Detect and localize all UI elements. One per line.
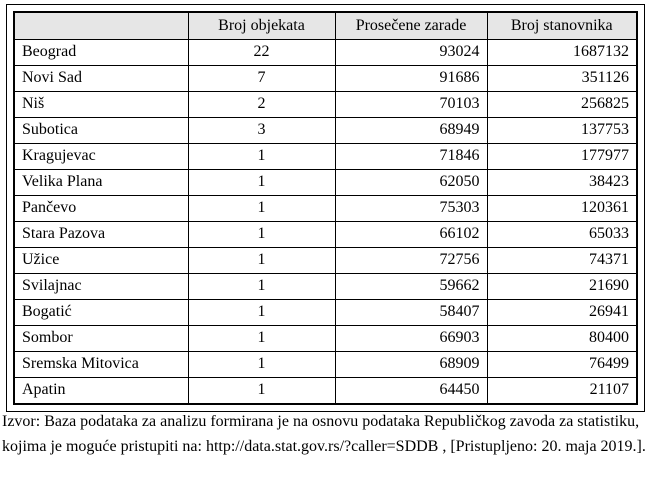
table-row: Subotica 3 68949 137753	[13, 117, 638, 144]
cell-broj-objekata: 22	[187, 39, 336, 66]
cell-city: Sremska Mitovica	[13, 351, 189, 378]
cell-city: Apatin	[13, 377, 189, 405]
cell-broj-objekata: 1	[187, 195, 336, 222]
table-row: Novi Sad 7 91686 351126	[13, 65, 638, 92]
cell-broj-stanovnika: 177977	[486, 143, 638, 170]
cell-city: Sombor	[13, 325, 189, 352]
cell-broj-stanovnika: 1687132	[486, 39, 638, 66]
cell-broj-stanovnika: 120361	[486, 195, 638, 222]
cell-prosecene-zarade: 70103	[334, 91, 488, 118]
table-row: Svilajnac 1 59662 21690	[13, 273, 638, 300]
cell-broj-stanovnika: 26941	[486, 299, 638, 326]
cell-prosecene-zarade: 91686	[334, 65, 488, 92]
cell-broj-objekata: 1	[187, 325, 336, 352]
cell-broj-objekata: 2	[187, 91, 336, 118]
table-row: Stara Pazova 1 66102 65033	[13, 221, 638, 248]
table-row: Sombor 1 66903 80400	[13, 325, 638, 352]
cell-prosecene-zarade: 62050	[334, 169, 488, 196]
cell-city: Kragujevac	[13, 143, 189, 170]
cell-broj-stanovnika: 21107	[486, 377, 638, 405]
table-row: Apatin 1 64450 21107	[13, 377, 638, 405]
cell-broj-objekata: 1	[187, 273, 336, 300]
cell-prosecene-zarade: 75303	[334, 195, 488, 222]
cell-prosecene-zarade: 68949	[334, 117, 488, 144]
cell-broj-stanovnika: 38423	[486, 169, 638, 196]
cell-broj-objekata: 1	[187, 247, 336, 274]
cell-broj-stanovnika: 21690	[486, 273, 638, 300]
cell-broj-stanovnika: 76499	[486, 351, 638, 378]
cell-prosecene-zarade: 64450	[334, 377, 488, 405]
data-table: Broj objekata Prosečene zarade Broj stan…	[13, 11, 638, 405]
cell-prosecene-zarade: 59662	[334, 273, 488, 300]
cell-city: Velika Plana	[13, 169, 189, 196]
cell-broj-objekata: 1	[187, 169, 336, 196]
cell-prosecene-zarade: 66903	[334, 325, 488, 352]
source-caption: Izvor: Baza podataka za analizu formiran…	[2, 413, 646, 455]
cell-prosecene-zarade: 66102	[334, 221, 488, 248]
cell-city: Stara Pazova	[13, 221, 189, 248]
cell-broj-stanovnika: 74371	[486, 247, 638, 274]
cell-prosecene-zarade: 72756	[334, 247, 488, 274]
table-frame: Broj objekata Prosečene zarade Broj stan…	[6, 4, 645, 412]
table-row: Sremska Mitovica 1 68909 76499	[13, 351, 638, 378]
cell-broj-stanovnika: 137753	[486, 117, 638, 144]
cell-city: Užice	[13, 247, 189, 274]
cell-broj-objekata: 1	[187, 299, 336, 326]
header-city	[13, 11, 189, 40]
cell-broj-objekata: 1	[187, 377, 336, 405]
cell-prosecene-zarade: 93024	[334, 39, 488, 66]
cell-broj-objekata: 1	[187, 143, 336, 170]
table-row: Beograd 22 93024 1687132	[13, 39, 638, 66]
cell-broj-stanovnika: 80400	[486, 325, 638, 352]
cell-city: Bogatić	[13, 299, 189, 326]
table-row: Velika Plana 1 62050 38423	[13, 169, 638, 196]
table-row: Pančevo 1 75303 120361	[13, 195, 638, 222]
cell-city: Pančevo	[13, 195, 189, 222]
cell-city: Subotica	[13, 117, 189, 144]
table-row: Užice 1 72756 74371	[13, 247, 638, 274]
table-row: Niš 2 70103 256825	[13, 91, 638, 118]
cell-prosecene-zarade: 71846	[334, 143, 488, 170]
header-prosecene-zarade: Prosečene zarade	[334, 11, 488, 40]
cell-broj-objekata: 7	[187, 65, 336, 92]
cell-city: Novi Sad	[13, 65, 189, 92]
header-broj-stanovnika: Broj stanovnika	[486, 11, 638, 40]
cell-broj-objekata: 3	[187, 117, 336, 144]
cell-prosecene-zarade: 58407	[334, 299, 488, 326]
cell-broj-stanovnika: 351126	[486, 65, 638, 92]
cell-broj-stanovnika: 65033	[486, 221, 638, 248]
header-broj-objekata: Broj objekata	[187, 11, 336, 40]
cell-broj-objekata: 1	[187, 221, 336, 248]
cell-broj-stanovnika: 256825	[486, 91, 638, 118]
table-row: Kragujevac 1 71846 177977	[13, 143, 638, 170]
cell-city: Beograd	[13, 39, 189, 66]
cell-broj-objekata: 1	[187, 351, 336, 378]
cell-prosecene-zarade: 68909	[334, 351, 488, 378]
cell-city: Niš	[13, 91, 189, 118]
cell-city: Svilajnac	[13, 273, 189, 300]
table-row: Bogatić 1 58407 26941	[13, 299, 638, 326]
header-row: Broj objekata Prosečene zarade Broj stan…	[13, 11, 638, 40]
